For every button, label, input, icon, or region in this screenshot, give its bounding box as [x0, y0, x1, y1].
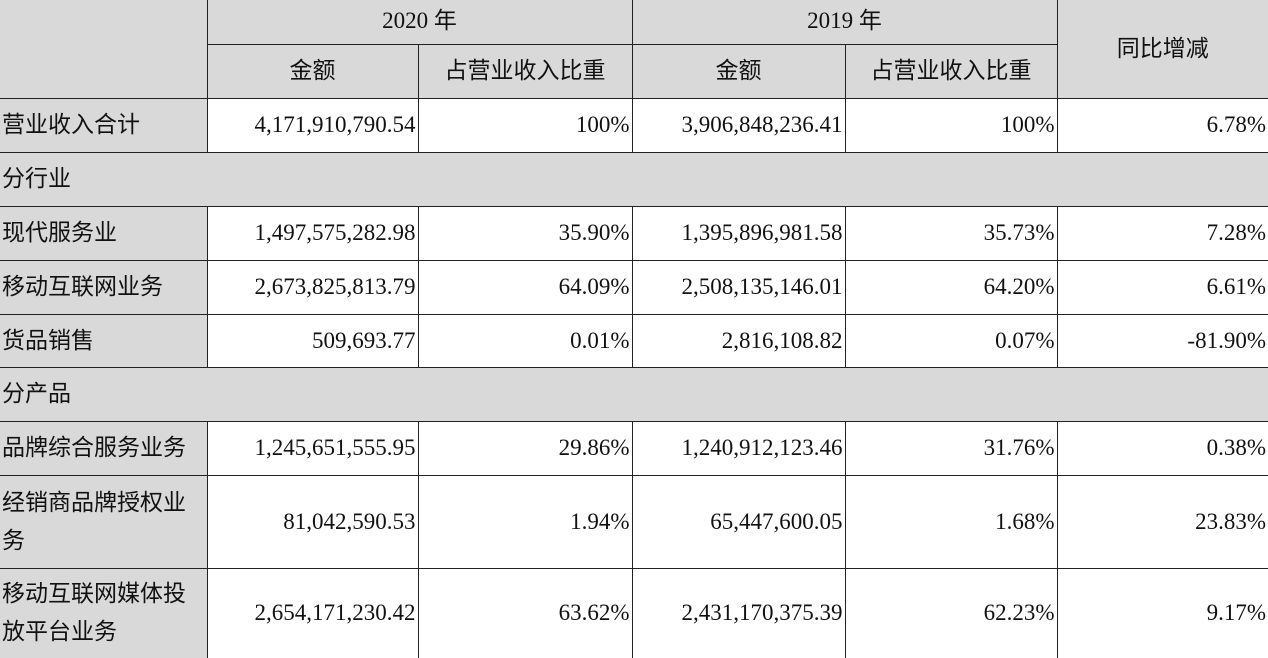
table-cell: 营业收入合计 — [0, 97, 208, 153]
table-cell: 63.62% — [417, 567, 633, 658]
table-cell: 2,431,170,375.39 — [631, 567, 846, 658]
table-row: 货品销售 509,693.77 0.01% 2,816,108.82 0.07% -81.… — [0, 313, 1268, 368]
table-cell: 64.09% — [417, 259, 633, 315]
table-cell: 移动互联网业务 — [0, 259, 208, 315]
table-cell: 占营业收入比重 — [417, 43, 633, 99]
table-cell: 现代服务业 — [0, 205, 208, 261]
table-cell: 金额 — [207, 43, 419, 99]
table-row: 2020 年 2019 年同比增减 — [0, 0, 1268, 99]
table-cell: 9.17% — [1056, 567, 1268, 658]
table-row: 品牌综合服务业务 1,245,651,555.95 29.86% 1,240,912,… — [0, 420, 1268, 476]
table-row: 现代服务业 1,497,575,282.98 35.90% 1,395,896,981… — [0, 205, 1268, 261]
table-cell: 0.38% — [1056, 420, 1268, 476]
table-row: 经销商品牌授权业务 81,042,590.53 1.94% 65,447,600.05… — [0, 474, 1268, 569]
table-cell: -81.90% — [1056, 313, 1268, 368]
table-row: 营业收入合计 4,171,910,790.54 100% 3,906,848,236.… — [0, 97, 1268, 153]
table-row: 分行业 — [0, 151, 1268, 207]
table-cell: 62.23% — [844, 567, 1058, 658]
table-cell: 同比增减 — [1056, 0, 1268, 99]
table-cell: 0.07% — [844, 313, 1058, 368]
table-row: 移动互联网业务 2,673,825,813.79 64.09% 2,508,135,1… — [0, 259, 1268, 315]
table-cell: 1.68% — [844, 474, 1058, 569]
table-cell: 6.78% — [1056, 97, 1268, 153]
table-cell: 1,240,912,123.46 — [631, 420, 846, 476]
table-cell: 2,508,135,146.01 — [631, 259, 846, 315]
table-cell: 分行业 — [0, 151, 1268, 207]
table-cell: 1,245,651,555.95 — [206, 420, 419, 476]
table-cell: 2020 年 — [206, 0, 633, 45]
table-cell: 品牌综合服务业务 — [0, 420, 208, 476]
table-cell: 1,395,896,981.58 — [631, 205, 846, 261]
table-cell: 2,816,108.82 — [631, 313, 846, 368]
table-cell: 4,171,910,790.54 — [206, 97, 419, 153]
table-cell: 35.73% — [844, 205, 1058, 261]
table-cell: 100% — [417, 97, 633, 153]
table-cell: 2,654,171,230.42 — [206, 567, 419, 658]
table-cell: 金额 — [631, 43, 846, 99]
table-row: 金额 占营业收入比重 金额 占营业收入比重 — [0, 43, 1268, 99]
table-cell: 7.28% — [1056, 205, 1268, 261]
table-cell: 货品销售 — [0, 313, 208, 368]
table-cell: 65,447,600.05 — [631, 474, 846, 569]
table-row: 移动互联网媒体投放平台业务 2,654,171,230.42 63.62% 2,431… — [0, 567, 1268, 658]
table-cell: 1.94% — [417, 474, 633, 569]
table-cell: 29.86% — [417, 420, 633, 476]
table-cell: 1,497,575,282.98 — [206, 205, 419, 261]
table-cell: 31.76% — [844, 420, 1058, 476]
table-cell: 23.83% — [1056, 474, 1268, 569]
table-cell: 509,693.77 — [206, 313, 419, 368]
table-cell: 0.01% — [417, 313, 633, 368]
table-cell: 3,906,848,236.41 — [631, 97, 846, 153]
table-cell — [0, 0, 208, 99]
table-cell: 2,673,825,813.79 — [206, 259, 419, 315]
table-cell: 分产品 — [0, 366, 1268, 422]
table-cell: 81,042,590.53 — [206, 474, 419, 569]
table-cell: 经销商品牌授权业务 — [0, 474, 208, 569]
table-cell: 6.61% — [1056, 259, 1268, 315]
table-cell: 64.20% — [844, 259, 1058, 315]
table-cell: 2019 年 — [631, 0, 1058, 45]
table-cell: 35.90% — [417, 205, 633, 261]
table-cell: 100% — [844, 97, 1058, 153]
table-cell: 占营业收入比重 — [844, 43, 1057, 99]
table-cell: 移动互联网媒体投放平台业务 — [0, 567, 208, 658]
table-row: 分产品 — [0, 366, 1268, 422]
